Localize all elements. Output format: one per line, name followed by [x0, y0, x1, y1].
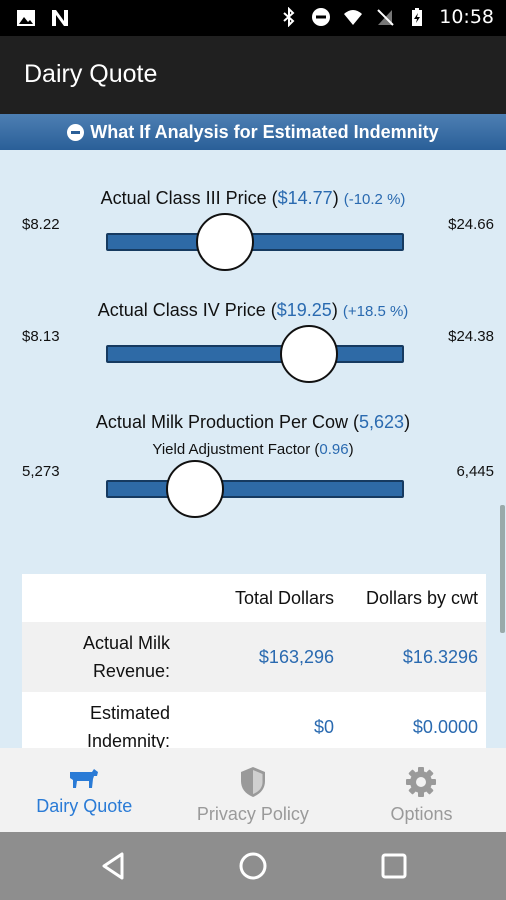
- shield-icon: [240, 767, 265, 797]
- no-sim-icon: [377, 9, 394, 26]
- cwt-value: $0.0000: [412, 716, 478, 737]
- slider-title: Actual Class III Price ($14.77) (-10.2 %…: [100, 188, 406, 208]
- yield-adjustment-factor: Yield Adjustment Factor (0.96): [152, 441, 354, 458]
- row-label: Actual Milk Revenue:: [82, 633, 170, 681]
- class-iv-price-track[interactable]: [106, 345, 404, 363]
- nav-label: Options: [390, 804, 453, 824]
- back-icon[interactable]: [96, 848, 132, 884]
- class-iv-price-thumb[interactable]: [279, 325, 338, 383]
- cwt-value: $16.3296: [402, 646, 478, 667]
- nav-label: Privacy Policy: [196, 804, 309, 824]
- wifi-icon: [344, 10, 363, 25]
- collapse-icon[interactable]: [67, 123, 85, 141]
- milk-production-thumb[interactable]: [166, 460, 225, 518]
- nav-label: Dairy Quote: [36, 796, 133, 816]
- home-icon[interactable]: [235, 848, 271, 884]
- system-nav-bar: [0, 832, 506, 900]
- table-row: Actual Milk Revenue: $163,296 $16.3296: [22, 622, 486, 692]
- total-value: $163,296: [258, 646, 334, 667]
- column-header: Total Dollars: [234, 587, 334, 608]
- gear-icon: [406, 767, 437, 797]
- recents-icon[interactable]: [376, 848, 412, 884]
- bottom-nav: Dairy Quote Privacy Policy Options: [0, 748, 506, 832]
- slider-title: Actual Class IV Price ($19.25) (+18.5 %): [97, 300, 409, 320]
- do-not-disturb-icon: [312, 8, 331, 26]
- range-min: 5,273: [22, 463, 60, 480]
- range-max: 6,445: [456, 463, 494, 480]
- app-title: Dairy Quote: [24, 60, 158, 88]
- clock: 10:58: [439, 6, 494, 28]
- table-header: Total Dollars Dollars by cwt: [22, 574, 486, 622]
- class-iv-price-value: $19.25: [276, 300, 332, 320]
- image-icon: [17, 10, 35, 26]
- yield-adjustment-value: 0.96: [319, 441, 349, 458]
- battery-charging-icon: [412, 8, 423, 26]
- scrollbar[interactable]: [500, 505, 505, 633]
- section-title: What If Analysis for Estimated Indemnity: [90, 121, 439, 142]
- n-icon: [52, 10, 68, 26]
- range-max: $24.66: [448, 216, 494, 233]
- results-table: Total Dollars Dollars by cwt Actual Milk…: [22, 574, 486, 748]
- what-if-content: Actual Class III Price ($14.77) (-10.2 %…: [0, 150, 506, 748]
- range-min: $8.13: [22, 328, 60, 345]
- nav-options[interactable]: Options: [337, 748, 506, 832]
- nav-dairy-quote[interactable]: Dairy Quote: [0, 748, 169, 832]
- milk-production-value: 5,623: [359, 412, 405, 432]
- class-iii-price-pct: (-10.2 %): [343, 191, 406, 208]
- range-min: $8.22: [22, 216, 60, 233]
- total-value: $0: [313, 716, 334, 737]
- milk-production-track[interactable]: [106, 480, 404, 498]
- cow-icon: [70, 769, 99, 788]
- nav-privacy-policy[interactable]: Privacy Policy: [169, 748, 338, 832]
- slider-title: Actual Milk Production Per Cow (5,623): [95, 412, 411, 432]
- class-iii-price-thumb[interactable]: [196, 213, 255, 271]
- column-header: Dollars by cwt: [365, 587, 478, 608]
- status-bar: 10:58: [0, 0, 506, 36]
- bluetooth-icon: [283, 7, 295, 27]
- what-if-section-header[interactable]: What If Analysis for Estimated Indemnity: [0, 114, 506, 150]
- class-iv-price-pct: (+18.5 %): [342, 303, 409, 320]
- class-iii-price-value: $14.77: [277, 188, 333, 208]
- row-label: Estimated Indemnity:: [86, 703, 170, 748]
- range-max: $24.38: [448, 328, 494, 345]
- app-bar: Dairy Quote: [0, 36, 506, 114]
- table-row: Estimated Indemnity: $0 $0.0000: [22, 692, 486, 748]
- class-iii-price-track[interactable]: [106, 233, 404, 251]
